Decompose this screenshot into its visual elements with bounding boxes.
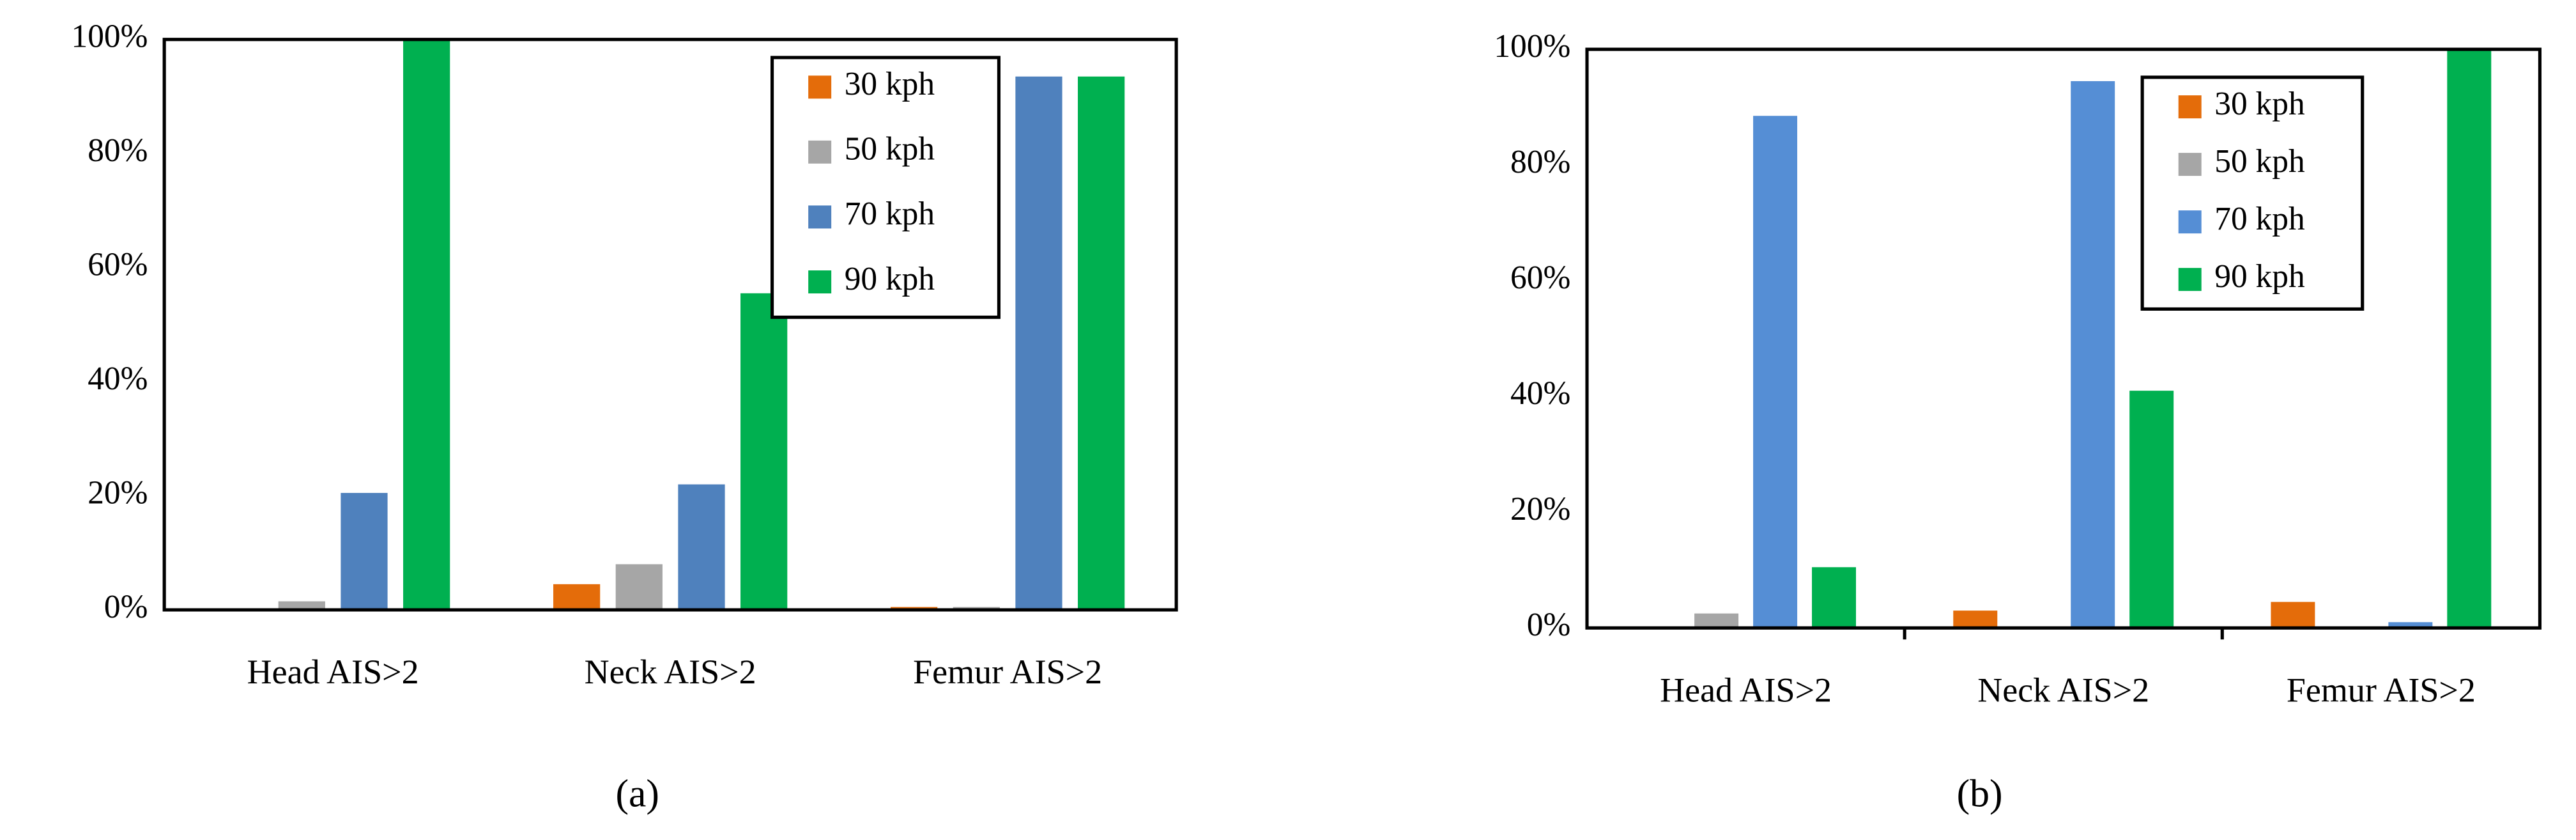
legend-swatch — [2178, 95, 2202, 119]
x-tick-label: Head AIS>2 — [1660, 671, 1832, 710]
bar — [2271, 602, 2315, 628]
legend-swatch — [808, 270, 832, 293]
y-tick-label: 100% — [1494, 28, 1570, 65]
x-tick-label: Neck AIS>2 — [1977, 671, 2149, 710]
y-tick-label: 80% — [88, 132, 148, 169]
bar — [740, 293, 788, 610]
y-tick-label: 40% — [1510, 375, 1570, 412]
y-tick-label: 80% — [1510, 144, 1570, 180]
x-tick-label: Femur AIS>2 — [913, 653, 1102, 691]
bar — [1015, 76, 1062, 610]
bar — [2447, 49, 2492, 628]
bar — [615, 564, 663, 610]
legend-label: 30 kph — [845, 66, 935, 102]
legend-swatch — [808, 75, 832, 99]
plot-frame — [162, 38, 1178, 612]
y-tick-label: 60% — [88, 246, 148, 283]
bar — [341, 493, 388, 610]
bar — [2071, 81, 2115, 628]
legend-label: 90 kph — [2214, 258, 2305, 295]
bar — [1753, 116, 1798, 628]
bar — [1953, 611, 1998, 628]
legend-swatch — [2178, 153, 2202, 176]
x-tick-label: Femur AIS>2 — [2287, 671, 2476, 710]
y-tick-label: 20% — [88, 474, 148, 511]
y-tick-label: 0% — [1527, 607, 1571, 643]
bar — [2129, 391, 2174, 628]
y-tick-label: 40% — [88, 361, 148, 397]
legend-swatch — [2178, 210, 2202, 234]
legend-swatch — [808, 140, 832, 164]
legend-label: 50 kph — [845, 131, 935, 167]
y-tick-label: 20% — [1510, 491, 1570, 527]
plot-frame — [1585, 47, 2542, 630]
bar — [1812, 567, 1857, 628]
bar — [553, 584, 601, 610]
bar — [403, 39, 450, 610]
bar — [1694, 613, 1739, 628]
legend-label: 70 kph — [845, 196, 935, 232]
y-tick-label: 60% — [1510, 260, 1570, 296]
y-tick-label: 0% — [104, 589, 148, 625]
legend-swatch — [808, 205, 832, 229]
legend-label: 90 kph — [845, 261, 935, 297]
legend-label: 50 kph — [2214, 143, 2305, 180]
legend-swatch — [2178, 268, 2202, 292]
bar — [278, 601, 325, 610]
caption: (b) — [1957, 772, 2003, 815]
y-tick-label: 100% — [71, 19, 148, 55]
x-tick-label: Head AIS>2 — [247, 653, 419, 691]
legend-label: 30 kph — [2214, 86, 2305, 122]
caption: (a) — [615, 772, 659, 815]
legend-label: 70 kph — [2214, 201, 2305, 237]
bar — [2388, 622, 2433, 628]
x-tick-label: Neck AIS>2 — [585, 653, 756, 691]
bar — [1078, 76, 1125, 610]
bar — [678, 484, 725, 610]
